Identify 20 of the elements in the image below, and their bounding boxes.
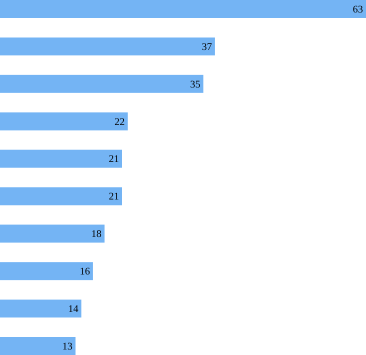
bar	[0, 262, 93, 280]
data-label: 16	[80, 266, 90, 278]
bar	[0, 337, 76, 355]
bar	[0, 112, 128, 130]
data-label: 21	[108, 154, 119, 166]
data-label: 63	[352, 4, 363, 16]
bar	[0, 74, 204, 93]
data-label: 13	[62, 341, 73, 352]
bar	[0, 300, 82, 318]
data-label: 14	[68, 304, 78, 315]
bar	[0, 37, 215, 56]
data-label: 18	[91, 229, 102, 240]
bar	[0, 150, 122, 168]
bar	[0, 224, 105, 243]
bar	[0, 0, 366, 18]
data-label: 21	[108, 192, 119, 203]
data-label: 22	[114, 116, 125, 128]
data-label: 37	[202, 42, 212, 53]
data-label: 35	[190, 79, 200, 90]
bar	[0, 187, 122, 206]
